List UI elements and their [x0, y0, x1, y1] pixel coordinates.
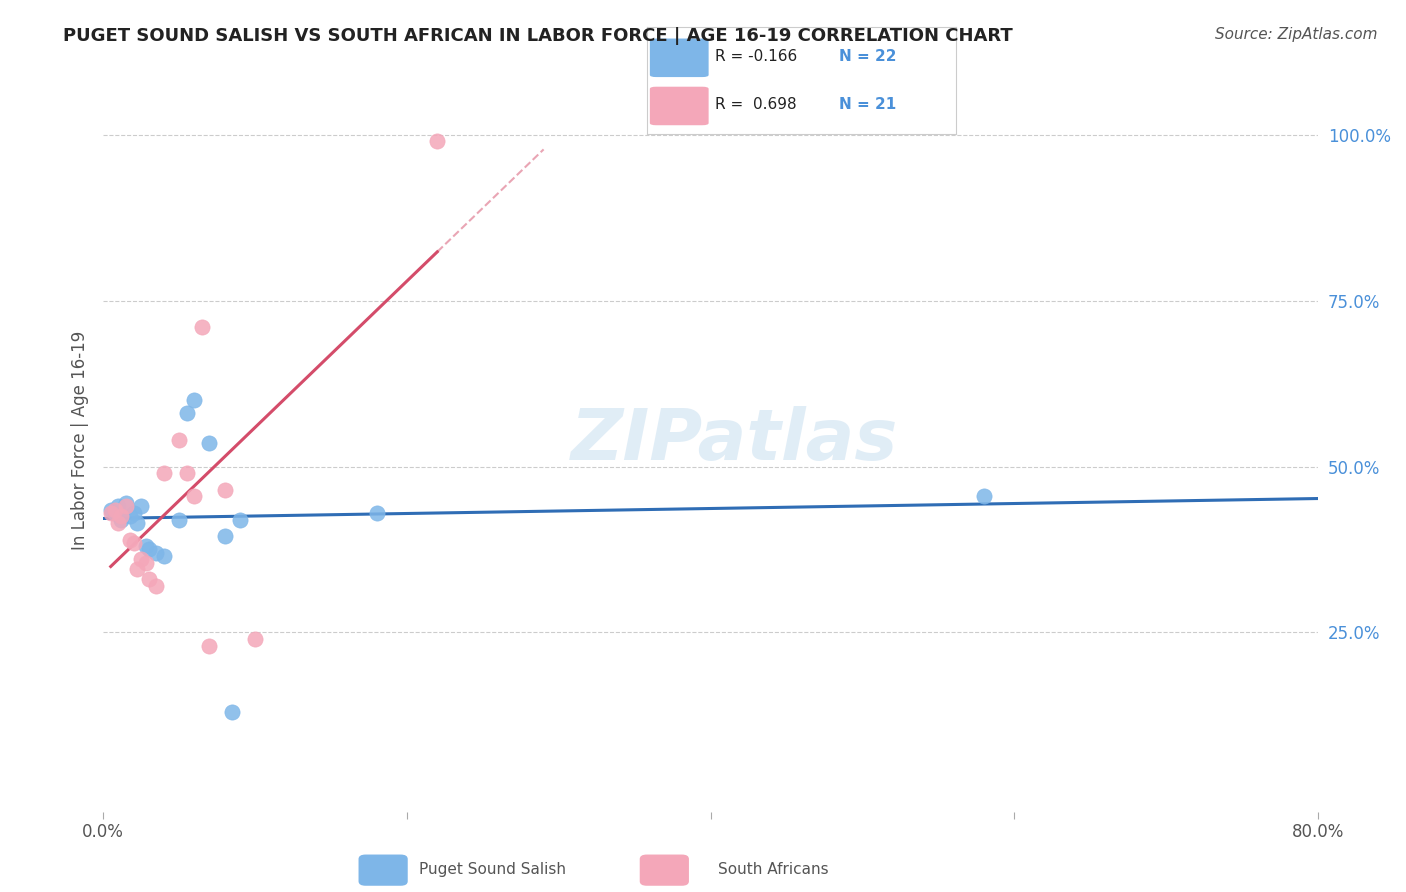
Text: Puget Sound Salish: Puget Sound Salish	[419, 863, 565, 877]
Point	[129, 500, 152, 514]
Point	[135, 539, 157, 553]
Point	[135, 556, 157, 570]
Y-axis label: In Labor Force | Age 16-19: In Labor Force | Age 16-19	[72, 330, 89, 549]
Point	[198, 436, 221, 450]
Point	[107, 516, 129, 530]
Point	[198, 639, 221, 653]
Point	[426, 135, 449, 149]
Point	[243, 632, 266, 646]
Point	[100, 506, 122, 520]
Point	[100, 502, 122, 516]
Text: N = 21: N = 21	[838, 97, 896, 112]
Text: PUGET SOUND SALISH VS SOUTH AFRICAN IN LABOR FORCE | AGE 16-19 CORRELATION CHART: PUGET SOUND SALISH VS SOUTH AFRICAN IN L…	[63, 27, 1012, 45]
Point	[221, 705, 243, 719]
Point	[167, 513, 190, 527]
Point	[120, 533, 142, 547]
Point	[191, 320, 214, 334]
Point	[183, 490, 205, 504]
Point	[115, 500, 138, 514]
Text: Source: ZipAtlas.com: Source: ZipAtlas.com	[1215, 27, 1378, 42]
Point	[110, 509, 132, 524]
FancyBboxPatch shape	[650, 38, 709, 77]
Point	[122, 506, 145, 520]
Point	[122, 536, 145, 550]
Point	[973, 490, 995, 504]
Text: R =  0.698: R = 0.698	[714, 97, 796, 112]
Point	[138, 542, 160, 557]
Text: ZIPatlas: ZIPatlas	[571, 406, 898, 475]
Point	[115, 496, 138, 510]
Point	[138, 572, 160, 586]
Point	[104, 506, 127, 520]
Point	[104, 502, 127, 516]
Point	[110, 513, 132, 527]
Point	[125, 516, 148, 530]
Point	[176, 466, 198, 480]
Point	[145, 579, 167, 593]
Text: South Africans: South Africans	[718, 863, 828, 877]
Point	[129, 552, 152, 566]
Point	[125, 562, 148, 576]
Point	[107, 500, 129, 514]
FancyBboxPatch shape	[650, 87, 709, 125]
Point	[214, 483, 236, 497]
Point	[183, 393, 205, 408]
Point	[366, 506, 388, 520]
Text: N = 22: N = 22	[838, 49, 896, 64]
Point	[120, 509, 142, 524]
Point	[229, 513, 252, 527]
Point	[176, 407, 198, 421]
Point	[145, 546, 167, 560]
Point	[167, 433, 190, 447]
Point	[153, 549, 176, 563]
Point	[214, 529, 236, 543]
Text: R = -0.166: R = -0.166	[714, 49, 797, 64]
Point	[153, 466, 176, 480]
